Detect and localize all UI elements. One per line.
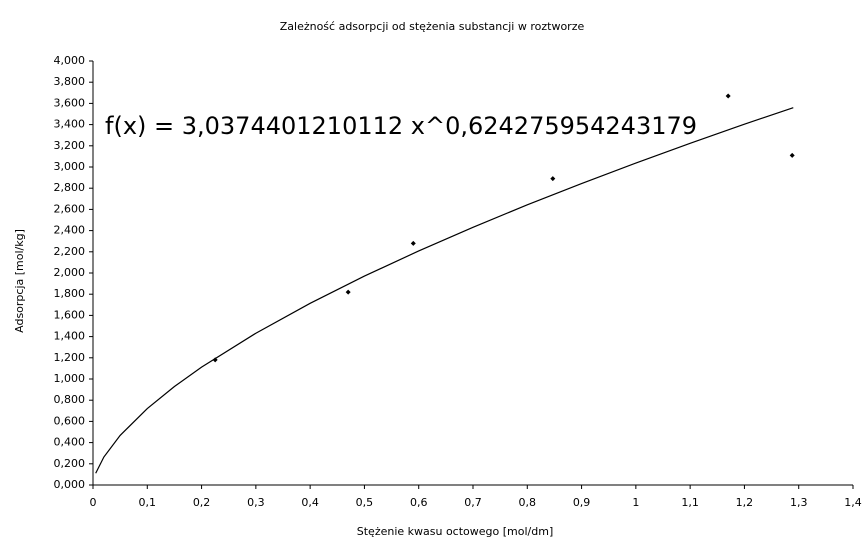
y-tick-label: 0,200 bbox=[54, 457, 86, 470]
trendline bbox=[95, 107, 794, 474]
x-tick-label: 0,5 bbox=[356, 496, 374, 509]
y-tick-label: 2,800 bbox=[54, 181, 86, 194]
data-point bbox=[410, 240, 416, 246]
x-tick-label: 0,1 bbox=[139, 496, 157, 509]
y-tick-label: 3,400 bbox=[54, 118, 86, 131]
data-point bbox=[789, 152, 795, 158]
y-tick-label: 2,600 bbox=[54, 202, 86, 215]
y-tick-label: 2,400 bbox=[54, 224, 86, 237]
data-point bbox=[345, 289, 351, 295]
y-tick-label: 1,200 bbox=[54, 351, 86, 364]
y-tick-label: 4,000 bbox=[54, 54, 86, 67]
y-tick-label: 0,800 bbox=[54, 393, 86, 406]
y-tick-label: 1,600 bbox=[54, 308, 86, 321]
data-point bbox=[550, 176, 556, 182]
y-tick-label: 1,000 bbox=[54, 372, 86, 385]
data-point bbox=[212, 357, 218, 363]
y-tick-label: 3,200 bbox=[54, 139, 86, 152]
x-tick-label: 1,2 bbox=[736, 496, 754, 509]
x-tick-label: 1 bbox=[632, 496, 639, 509]
x-tick-label: 0,3 bbox=[247, 496, 265, 509]
x-tick-label: 0,8 bbox=[519, 496, 537, 509]
data-point bbox=[725, 93, 731, 99]
y-tick-label: 0,400 bbox=[54, 436, 86, 449]
x-tick-label: 1,3 bbox=[790, 496, 808, 509]
x-tick-label: 0,4 bbox=[301, 496, 319, 509]
x-tick-label: 0 bbox=[90, 496, 97, 509]
x-tick-label: 0,2 bbox=[193, 496, 211, 509]
x-tick-label: 0,7 bbox=[464, 496, 482, 509]
x-axis-label: Stężenie kwasu octowego [mol/dm] bbox=[357, 525, 554, 538]
y-tick-label: 2,200 bbox=[54, 245, 86, 258]
x-tick-label: 0,9 bbox=[573, 496, 591, 509]
y-tick-label: 3,600 bbox=[54, 96, 86, 109]
y-tick-label: 0,600 bbox=[54, 414, 86, 427]
x-tick-label: 1,1 bbox=[681, 496, 699, 509]
y-tick-label: 1,400 bbox=[54, 330, 86, 343]
trendline-equation: f(x) = 3,0374401210112 x^0,6242759542431… bbox=[105, 112, 697, 140]
y-axis-label: Adsorpcja [mol/kg] bbox=[13, 229, 26, 333]
y-tick-label: 3,800 bbox=[54, 75, 86, 88]
y-tick-label: 2,000 bbox=[54, 266, 86, 279]
x-tick-label: 1,4 bbox=[844, 496, 862, 509]
chart-title: Zależność adsorpcji od stężenia substanc… bbox=[280, 20, 585, 33]
y-tick-label: 0,000 bbox=[54, 478, 86, 491]
x-tick-label: 0,6 bbox=[410, 496, 428, 509]
y-tick-label: 3,000 bbox=[54, 160, 86, 173]
y-tick-label: 1,800 bbox=[54, 287, 86, 300]
